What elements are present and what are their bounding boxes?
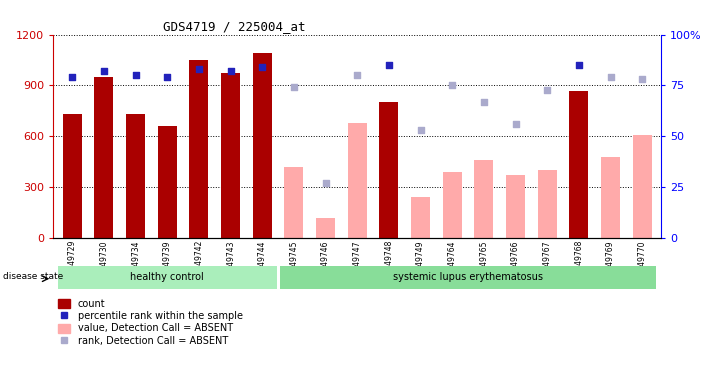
Bar — [506, 175, 525, 238]
Point — [130, 72, 141, 78]
Point — [636, 76, 648, 83]
Text: GSM349742: GSM349742 — [195, 240, 203, 286]
Point — [288, 84, 299, 91]
Text: healthy control: healthy control — [130, 272, 204, 283]
Point — [193, 66, 205, 72]
Bar — [189, 60, 208, 238]
Point — [573, 62, 584, 68]
Text: GSM349764: GSM349764 — [448, 240, 456, 286]
Text: GSM349734: GSM349734 — [131, 240, 140, 286]
Point — [542, 86, 553, 93]
Text: GSM349766: GSM349766 — [511, 240, 520, 286]
Text: GSM349745: GSM349745 — [289, 240, 299, 286]
Bar — [284, 167, 304, 238]
Text: GSM349746: GSM349746 — [321, 240, 330, 286]
Point — [415, 127, 427, 133]
Text: GSM349770: GSM349770 — [638, 240, 647, 286]
Bar — [279, 266, 656, 289]
Legend: count, percentile rank within the sample, value, Detection Call = ABSENT, rank, : count, percentile rank within the sample… — [58, 299, 242, 346]
Bar — [158, 126, 177, 238]
Text: systemic lupus erythematosus: systemic lupus erythematosus — [393, 272, 543, 283]
Text: GSM349747: GSM349747 — [353, 240, 362, 286]
Point — [98, 68, 109, 74]
Bar — [538, 170, 557, 238]
Bar — [380, 103, 398, 238]
Point — [447, 83, 458, 89]
Text: GSM349748: GSM349748 — [385, 240, 393, 286]
Point — [225, 68, 236, 74]
Text: GSM349730: GSM349730 — [100, 240, 109, 286]
Text: GSM349739: GSM349739 — [163, 240, 172, 286]
Bar — [348, 123, 367, 238]
Text: GSM349743: GSM349743 — [226, 240, 235, 286]
Bar — [443, 172, 461, 238]
Bar — [316, 218, 335, 238]
Point — [351, 72, 363, 78]
Point — [320, 180, 331, 186]
Text: GSM349744: GSM349744 — [258, 240, 267, 286]
Point — [383, 62, 395, 68]
Bar — [63, 114, 82, 238]
Text: GSM349729: GSM349729 — [68, 240, 77, 286]
Text: disease state: disease state — [3, 272, 63, 281]
Bar — [126, 114, 145, 238]
Bar — [58, 266, 277, 289]
Bar — [474, 160, 493, 238]
Point — [605, 74, 616, 80]
Bar — [570, 91, 589, 238]
Text: GSM349769: GSM349769 — [606, 240, 615, 286]
Point — [479, 99, 490, 105]
Text: GSM349767: GSM349767 — [542, 240, 552, 286]
Point — [510, 121, 521, 127]
Bar — [601, 157, 620, 238]
Bar — [633, 135, 652, 238]
Text: GSM349765: GSM349765 — [479, 240, 488, 286]
Text: GDS4719 / 225004_at: GDS4719 / 225004_at — [163, 20, 305, 33]
Bar — [411, 197, 430, 238]
Point — [257, 64, 268, 70]
Point — [67, 74, 78, 80]
Bar — [95, 77, 114, 238]
Text: GSM349749: GSM349749 — [416, 240, 425, 286]
Point — [161, 74, 173, 80]
Bar — [221, 73, 240, 238]
Bar — [253, 53, 272, 238]
Text: GSM349768: GSM349768 — [574, 240, 584, 286]
